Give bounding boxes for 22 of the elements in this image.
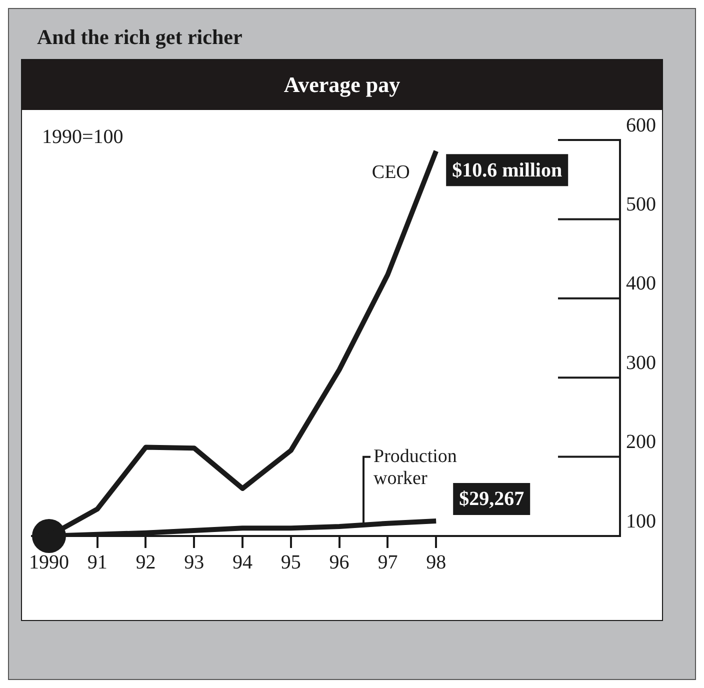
x-tick-label: 95 [280,551,301,574]
y-axis-title: 1990=100 [42,126,124,149]
x-tick-label: 97 [378,551,398,574]
series-label: Production worker [374,446,458,489]
y-tick-label: 300 [626,352,656,374]
x-tick-label: 94 [232,551,253,574]
y-tick-label: 500 [626,193,656,216]
x-tick-label: 1990 [28,551,69,574]
annotation: $29,267 [459,488,524,510]
y-tick-label: 400 [626,272,656,295]
chart-subtitle: Average pay [22,60,662,110]
annotation: $10.6 million [452,159,562,182]
y-tick-label: 200 [626,431,656,454]
chart-title: And the rich get richer [37,25,242,50]
x-tick-label: 96 [329,551,350,574]
x-tick-label: 98 [426,551,446,574]
y-tick-label: 600 [626,114,656,136]
y-tick-label: 100 [626,510,656,532]
x-tick-label: 92 [136,551,156,574]
series-label: CEO [372,162,410,184]
x-tick-label: 93 [184,551,204,574]
x-tick-label: 91 [87,551,108,574]
